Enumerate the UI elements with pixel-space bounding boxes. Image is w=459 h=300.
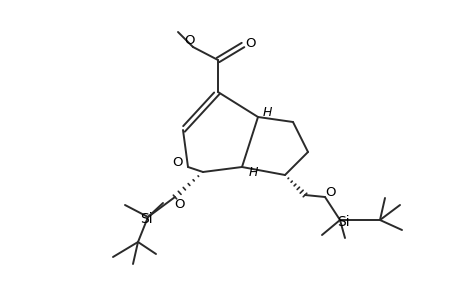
Text: H: H [262,106,271,118]
Text: H: H [248,167,257,179]
Text: Si: Si [140,212,152,226]
Text: O: O [173,155,183,169]
Text: O: O [174,197,185,211]
Text: Si: Si [336,215,348,229]
Text: O: O [325,187,336,200]
Text: O: O [185,34,195,46]
Text: O: O [245,37,256,50]
